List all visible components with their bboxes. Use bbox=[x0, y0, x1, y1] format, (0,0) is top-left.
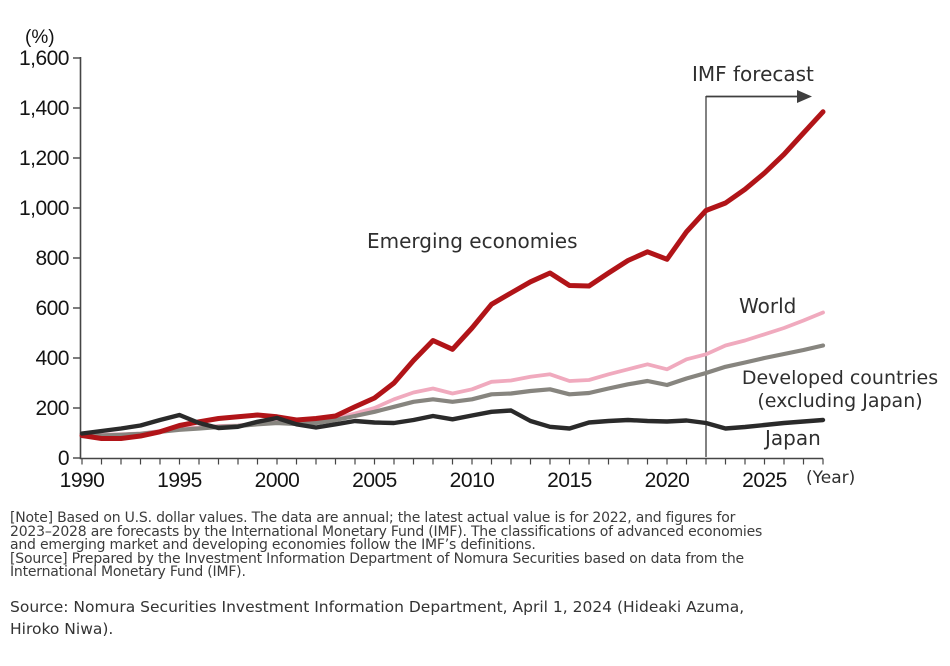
series-label-japan: Japan bbox=[765, 426, 821, 450]
text-line: 2023–2028 are forecasts by the Internati… bbox=[10, 523, 763, 540]
y-tick-label: 1,600 bbox=[19, 47, 69, 70]
series-label-developed-line1: Developed countries bbox=[741, 367, 939, 389]
series-line-japan bbox=[79, 408, 826, 436]
axis-lines bbox=[79, 57, 823, 460]
series-line-developed-countries-excluding-japan bbox=[79, 343, 826, 439]
text-line: Source: Nomura Securities Investment Inf… bbox=[10, 597, 745, 616]
x-tick-label: 2025 bbox=[742, 469, 787, 492]
series-label-developed-line2: (excluding Japan) bbox=[757, 390, 923, 412]
notes-block: [Note] Based on U.S. dollar values. The … bbox=[10, 510, 940, 640]
y-tick-label: 1,400 bbox=[19, 97, 69, 120]
x-tick-label: 2005 bbox=[352, 469, 397, 492]
text-line: [Note] Based on U.S. dollar values. The … bbox=[10, 510, 736, 526]
series-line-world bbox=[80, 310, 825, 437]
y-tick-label: 600 bbox=[35, 297, 69, 320]
x-axis-unit-label: (Year) bbox=[806, 468, 856, 488]
note-text: [Note] Based on U.S. dollar values. The … bbox=[10, 510, 940, 554]
credit-text: Source: Nomura Securities Investment Inf… bbox=[10, 596, 940, 640]
text-line: Hiroko Niwa). bbox=[10, 619, 114, 638]
x-tick-label: 1990 bbox=[60, 469, 105, 492]
x-tick-label: 2010 bbox=[450, 469, 495, 492]
source-note-text: [Source] Prepared by the Investment Info… bbox=[10, 550, 940, 581]
x-tick-label: 2000 bbox=[255, 469, 300, 492]
series-label-developed-countries: Developed countries (excluding Japan) bbox=[726, 367, 950, 413]
x-tick-label: 2015 bbox=[547, 469, 592, 492]
y-tick-label: 200 bbox=[35, 397, 69, 420]
x-tick-label: 1995 bbox=[157, 469, 202, 492]
chart-svg: 0 200 400 600 800 1,000 1,200 1,400 1,600 1990 199… bbox=[19, 47, 826, 492]
y-tick-label: 400 bbox=[35, 347, 69, 370]
text-line: [Source] Prepared by the Investment Info… bbox=[10, 550, 744, 567]
series-label-emerging-economies: Emerging economies bbox=[367, 229, 578, 253]
imf-forecast-label: IMF forecast bbox=[692, 62, 814, 86]
forecast-arrow-head bbox=[797, 90, 812, 103]
y-tick-label: 1,000 bbox=[19, 197, 69, 220]
text-line: International Monetary Fund (IMF). bbox=[10, 564, 246, 581]
y-tick-label: 1,200 bbox=[19, 147, 69, 170]
series-label-world: World bbox=[739, 294, 797, 318]
y-tick-label: 0 bbox=[58, 447, 69, 470]
y-tick-label: 800 bbox=[35, 247, 69, 270]
x-tick-label: 2020 bbox=[645, 469, 690, 492]
y-axis-unit-label: (%) bbox=[25, 27, 55, 48]
series-line-emerging-economies bbox=[79, 109, 826, 441]
text-line: and emerging market and developing econo… bbox=[10, 537, 536, 554]
